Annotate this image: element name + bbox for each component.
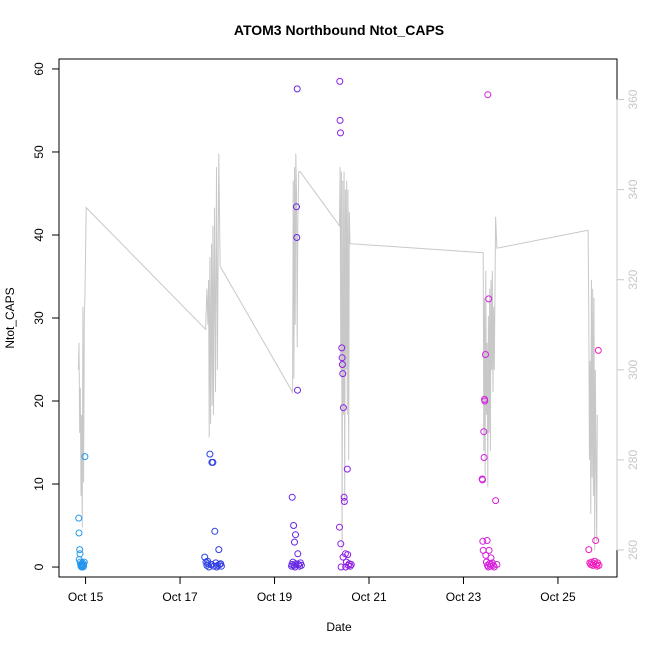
data-point: [339, 370, 347, 378]
data-point: [294, 386, 301, 394]
data-point: [80, 562, 88, 570]
data-point: [337, 563, 345, 571]
x-tick-label: Oct 23: [446, 590, 482, 604]
data-point: [339, 404, 347, 412]
data-point: [585, 546, 593, 554]
data-point: [592, 537, 600, 544]
data-point: [76, 546, 84, 554]
data-point: [594, 346, 602, 354]
data-point: [336, 116, 344, 124]
data-point: [293, 203, 300, 211]
y2-tick-label: 320: [626, 269, 640, 289]
data-point: [344, 551, 352, 559]
data-point: [203, 561, 211, 569]
data-point: [216, 561, 224, 568]
y-axis-label: Ntot_CAPS: [3, 287, 17, 348]
y2-tick-label: 300: [626, 359, 640, 379]
x-axis: Oct 15 Oct 17 Oct 19 Oct 21 Oct 23 Oct 25: [68, 576, 576, 604]
data-point: [492, 497, 500, 505]
x-tick-label: Oct 25: [540, 590, 576, 604]
data-point: [81, 453, 89, 461]
data-point: [480, 428, 488, 436]
data-point: [485, 546, 493, 554]
altitude-line-series: [77, 153, 598, 551]
x-axis-label: Date: [326, 620, 352, 634]
data-point: [294, 550, 302, 558]
plot-frame: [58, 58, 618, 578]
data-point: [343, 465, 351, 473]
x-tick-label: Oct 15: [68, 590, 104, 604]
data-point: [295, 561, 302, 568]
x-tick-label: Oct 17: [162, 590, 198, 604]
y-tick-label: 20: [32, 394, 46, 408]
data-point: [483, 537, 491, 544]
data-point: [481, 397, 489, 405]
data-point: [336, 523, 343, 531]
data-point: [487, 554, 495, 562]
data-point: [338, 354, 346, 362]
y2-tick-label: 260: [626, 540, 640, 560]
data-point: [489, 561, 497, 569]
data-point: [479, 476, 486, 484]
y-tick-label: 0: [32, 563, 46, 570]
data-point: [209, 458, 217, 466]
x-tick-label: Oct 21: [351, 590, 387, 604]
x-tick-label: Oct 19: [257, 590, 293, 604]
data-point: [336, 77, 344, 85]
data-point: [291, 538, 298, 546]
y2-tick-label: 360: [626, 89, 640, 109]
y-axis: 0 10 20 30 40 50 60: [32, 62, 60, 570]
data-point: [340, 493, 348, 501]
data-point: [290, 522, 298, 529]
chart-title: ATOM3 Northbound Ntot_CAPS: [234, 22, 444, 38]
data-point: [595, 561, 603, 569]
data-point: [204, 560, 212, 568]
data-point: [338, 361, 346, 368]
data-point: [208, 561, 215, 568]
data-point: [75, 529, 83, 537]
data-point: [75, 514, 83, 522]
y-tick-label: 30: [32, 311, 46, 325]
data-point: [215, 546, 223, 554]
data-point: [482, 351, 489, 358]
data-point: [338, 344, 346, 352]
y-tick-label: 40: [32, 228, 46, 242]
data-point: [211, 527, 219, 535]
data-point: [485, 295, 493, 303]
altitude-line: [77, 153, 598, 551]
data-point: [297, 561, 305, 569]
data-point: [293, 234, 301, 241]
y2-tick-label: 340: [626, 179, 640, 199]
data-point: [76, 550, 84, 558]
y-tick-label: 50: [32, 145, 46, 159]
data-point: [493, 561, 501, 568]
data-point: [80, 558, 88, 566]
data-point: [217, 562, 225, 570]
data-point: [292, 531, 299, 539]
y-axis-right: 260 280 300 320 340 360: [616, 89, 640, 560]
y2-tick-label: 280: [626, 450, 640, 470]
data-point: [484, 91, 492, 99]
data-point: [337, 129, 344, 137]
y-tick-label: 60: [32, 62, 46, 76]
y-tick-label: 10: [32, 477, 46, 491]
data-point: [340, 498, 348, 505]
data-point: [347, 561, 355, 568]
data-point: [479, 537, 487, 545]
data-point: [337, 540, 345, 548]
data-point: [288, 561, 296, 568]
data-point: [79, 563, 87, 571]
data-point: [293, 85, 301, 93]
data-point: [79, 560, 87, 568]
data-point: [346, 562, 354, 570]
data-point: [480, 454, 488, 461]
data-point: [206, 450, 214, 458]
scatter-series: [75, 77, 603, 571]
data-point: [288, 493, 296, 501]
data-point: [342, 563, 350, 571]
